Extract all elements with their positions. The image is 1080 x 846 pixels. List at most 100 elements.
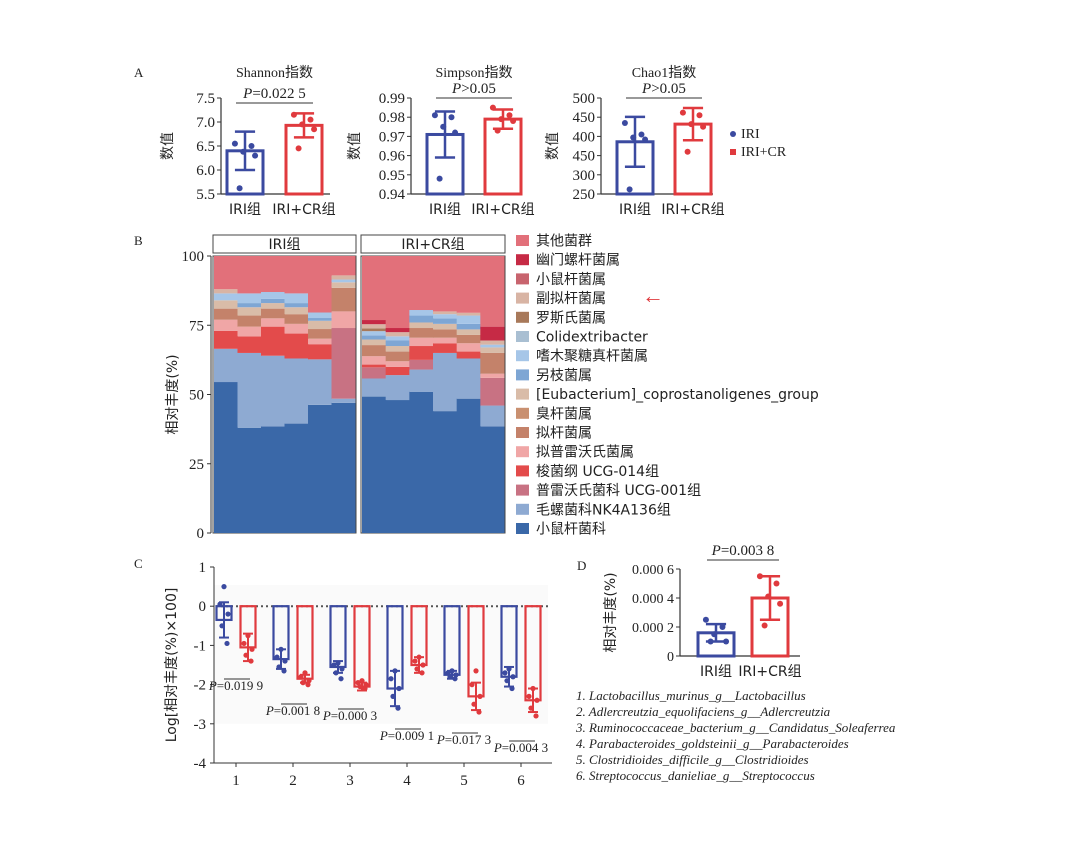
stacked-segment [331, 275, 356, 280]
legend-label: 毛螺菌科NK4A136组 [536, 502, 671, 518]
stacked-segment [331, 256, 356, 276]
stacked-segment [433, 318, 458, 324]
x-tick-label: IRI组 [229, 202, 261, 218]
data-point [395, 705, 401, 711]
stacked-segment [385, 346, 410, 352]
stacked-segment [480, 426, 505, 533]
stacked-segment [261, 292, 285, 299]
bar-iri-cr [483, 117, 523, 196]
stacked-segment [214, 256, 238, 290]
y-tick-label: 0 [197, 526, 205, 542]
stacked-segment [308, 312, 332, 319]
x-tick-label: 1 [232, 773, 240, 789]
data-point [300, 680, 306, 686]
data-point [357, 683, 363, 690]
y-axis-label: 相对丰度(%) [165, 354, 181, 434]
data-point [225, 611, 231, 617]
species-item: 3. Ruminococcaceae_bacterium_g__Candidat… [575, 720, 896, 735]
stacked-segment [261, 298, 285, 304]
data-point [533, 713, 539, 719]
stacked-segment [456, 315, 481, 324]
x-tick-label: IRI+CR组 [272, 202, 335, 218]
data-point [335, 660, 341, 666]
data-point [756, 573, 763, 580]
stacked-segment [385, 256, 410, 329]
stacked-segment [433, 337, 458, 344]
stacked-segment [409, 346, 434, 360]
data-point [241, 640, 247, 647]
y-tick-label: 100 [182, 249, 205, 265]
stacked-segment [214, 289, 238, 294]
data-point [243, 652, 249, 658]
stacked-segment [214, 300, 238, 309]
legend-swatch [516, 331, 529, 342]
stacked-segment [214, 348, 238, 383]
data-point [777, 600, 784, 607]
legend-label: IRI [741, 127, 760, 142]
species-item: 5. Clostridioides_difficile_g__Clostridi… [576, 752, 809, 767]
stacked-segment [308, 359, 332, 405]
species-item: 2. Adlercreutzia_equolifaciens_g__Adlerc… [576, 704, 831, 719]
y-tick-label: 0.000 4 [632, 592, 674, 607]
y-axis-label: 数值 [347, 132, 363, 160]
stacked-segment [362, 320, 387, 325]
data-point [307, 116, 314, 123]
stacked-segment [362, 335, 387, 340]
data-point [504, 678, 510, 684]
stacked-segment [261, 426, 285, 533]
stacked-segment [362, 328, 387, 332]
stacked-segment [480, 373, 505, 378]
stacked-segment [385, 361, 410, 367]
y-tick-label: 0.000 6 [632, 563, 674, 578]
stacked-segment [385, 328, 410, 333]
stacked-segment [331, 279, 356, 283]
stacked-segment [433, 323, 458, 330]
data-point [528, 705, 534, 711]
data-point [282, 658, 288, 664]
legend-marker-iri [730, 131, 736, 137]
x-tick-label: 5 [460, 773, 468, 789]
stacked-segment [284, 423, 309, 533]
y-tick-label: -3 [194, 717, 207, 733]
data-point [333, 670, 339, 676]
y-tick-label: 450 [573, 149, 596, 165]
legend-label: Colidextribacter [536, 330, 648, 346]
data-point [302, 670, 308, 676]
data-point [534, 697, 540, 703]
stacked-segment [214, 308, 238, 320]
chart-title: Shannon指数 [236, 65, 313, 81]
stacked-segment [385, 366, 410, 376]
stacked-segment [284, 323, 309, 334]
data-point [638, 131, 645, 138]
stacked-segment [237, 336, 262, 353]
y-tick-label: 450 [573, 110, 596, 126]
data-point [306, 678, 312, 684]
data-point [219, 623, 225, 629]
stacked-segment [261, 256, 285, 293]
stacked-segment [433, 256, 458, 312]
y-axis-label: Log[相对丰度(%)×100] [164, 588, 180, 743]
y-tick-label: 0.99 [379, 91, 405, 107]
stacked-segment [237, 303, 262, 308]
stacked-segment [409, 359, 434, 370]
stacked-segment [331, 398, 356, 403]
x-tick-label: IRI组 [619, 202, 651, 218]
data-point [469, 682, 475, 688]
stacked-segment [409, 391, 434, 533]
stacked-segment [456, 329, 481, 335]
stacked-segment [362, 345, 387, 357]
stacked-segment [214, 382, 238, 533]
stacked-segment [362, 396, 387, 533]
data-point [711, 631, 718, 638]
legend-swatch [516, 311, 529, 323]
data-point [445, 670, 451, 676]
data-point [626, 186, 633, 193]
stacked-segment [308, 338, 332, 345]
data-point [217, 601, 223, 607]
legend-swatch [516, 523, 529, 534]
stacked-segment [480, 352, 505, 374]
stacked-segment [480, 340, 505, 345]
x-tick-label: IRI组 [700, 664, 732, 680]
x-tick-label: 6 [517, 773, 525, 789]
stacked-segment [433, 329, 458, 338]
